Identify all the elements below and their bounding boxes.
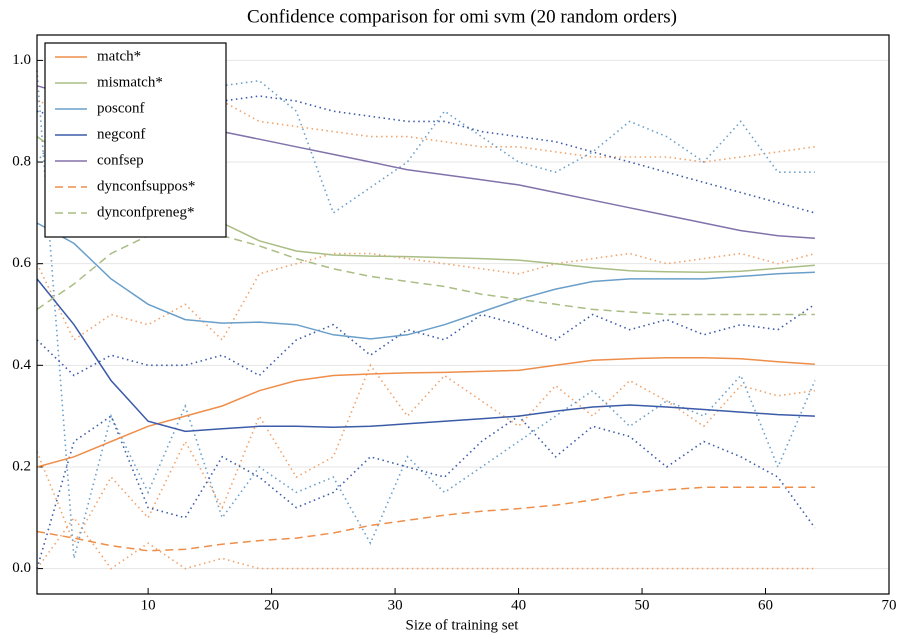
- x-tick-label: 60: [758, 597, 773, 613]
- x-tick-label: 70: [882, 597, 897, 613]
- series-line: [36, 303, 816, 377]
- y-tick-label: 0.8: [12, 153, 31, 169]
- series-line: [36, 363, 816, 546]
- legend-label: match*: [97, 48, 141, 64]
- series-line: [36, 356, 815, 468]
- legend-label: posconf: [97, 100, 145, 116]
- series-line: [36, 230, 815, 316]
- x-tick-label: 50: [635, 597, 650, 613]
- series-line: [36, 486, 815, 552]
- legend: match* mismatch* posconf negconf confsep dync…: [44, 42, 227, 238]
- y-tick-label: 0.2: [12, 458, 31, 474]
- legend-label: negconf: [97, 126, 145, 142]
- y-tick-label: 0.0: [12, 560, 31, 576]
- series-line: [36, 100, 816, 163]
- series-line: [36, 222, 815, 340]
- plot-frame: [36, 34, 890, 595]
- legend-label: mismatch*: [97, 74, 163, 90]
- y-tick-label: 1.0: [12, 52, 31, 68]
- x-tick-label: 10: [141, 597, 156, 613]
- legend-label: confsep: [97, 152, 144, 168]
- series-line: [36, 278, 815, 433]
- y-tick-label: 0.4: [12, 357, 31, 373]
- x-axis-label: Size of training set: [406, 617, 520, 633]
- legend-label: dynconfpreneg*: [97, 204, 194, 220]
- x-tick-label: 40: [511, 597, 526, 613]
- series-line: [36, 70, 816, 559]
- chart-title: Confidence comparison for omi svm (20 ra…: [247, 6, 677, 27]
- series-line: [36, 414, 816, 569]
- legend-box: [44, 42, 227, 238]
- legend-label: dynconfsuppos*: [97, 178, 195, 194]
- y-tick-label: 0.6: [12, 255, 31, 271]
- x-tick-label: 30: [388, 597, 403, 613]
- x-tick-label: 20: [264, 597, 279, 613]
- series-line: [36, 252, 816, 342]
